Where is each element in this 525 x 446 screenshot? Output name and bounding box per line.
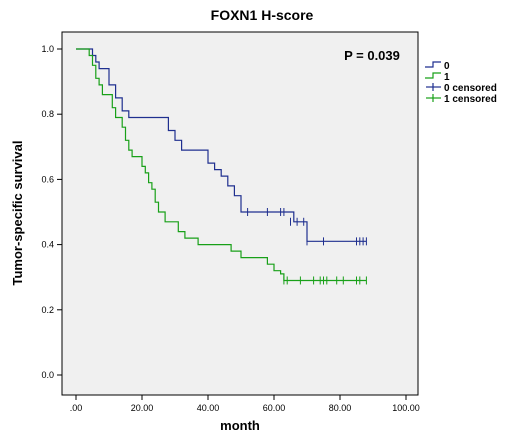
legend-item-label: 1: [444, 72, 450, 83]
x-tick-label: 80.00: [329, 403, 352, 413]
y-tick-label: 0.0: [41, 370, 54, 380]
survival-curve-group-1: [76, 48, 367, 282]
y-tick-label: 0.8: [41, 109, 54, 119]
y-tick-label: 0.2: [41, 305, 54, 315]
legend-item-label: 0 censored: [444, 83, 497, 94]
legend-item-label: 1 censored: [444, 94, 497, 105]
y-axis-label: Tumor-specific survival: [10, 141, 25, 286]
x-tick-label: 60.00: [263, 403, 286, 413]
x-tick-label: 20.00: [131, 403, 154, 413]
legend-line-swatch: [425, 72, 441, 79]
y-tick-label: 1.0: [41, 44, 54, 54]
legend-item-label: 0: [444, 61, 450, 72]
chart-title: FOXN1 H-score: [211, 7, 314, 23]
p-value-annotation: P = 0.039: [344, 48, 400, 63]
x-axis-label: month: [220, 418, 260, 433]
legend-line-swatch: [425, 61, 441, 68]
x-tick-label: 40.00: [197, 403, 220, 413]
plot-area: [61, 31, 419, 396]
survival-curves: [76, 48, 367, 285]
y-tick-label: 0.4: [41, 240, 54, 250]
x-tick-label: 100.00: [392, 403, 420, 413]
survival-curve-group-0: [76, 48, 367, 242]
x-tick-label: .00: [70, 403, 83, 413]
y-tick-label: 0.6: [41, 174, 54, 184]
axis-ticks: .00 20.00 40.00 60.00 80.00 100.00 0.0 0.2 0.4 0.…: [41, 44, 419, 413]
